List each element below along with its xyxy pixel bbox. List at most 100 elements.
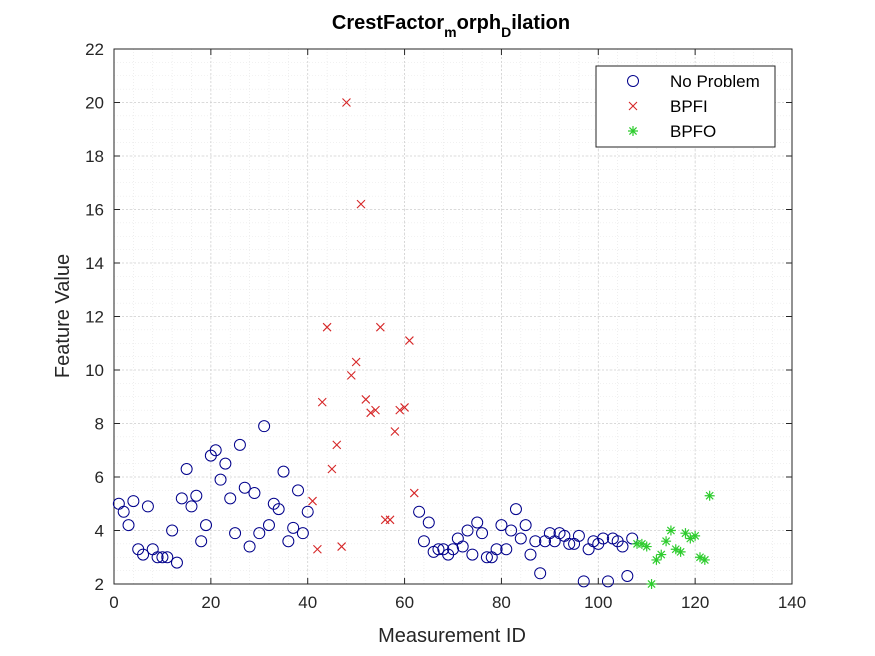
data-point — [422, 516, 435, 529]
y-tick-label: 22 — [85, 40, 104, 59]
data-point — [287, 521, 300, 534]
data-point — [651, 554, 662, 565]
data-point — [661, 536, 672, 547]
data-point — [694, 552, 705, 563]
data-point — [417, 535, 430, 548]
series-x — [308, 98, 419, 554]
y-tick-label: 14 — [85, 254, 104, 273]
data-point — [670, 544, 681, 555]
title-subscript: m — [444, 24, 456, 40]
data-point — [366, 408, 376, 418]
data-point — [641, 541, 652, 552]
x-tick-label: 140 — [778, 593, 806, 612]
y-tick-label: 16 — [85, 201, 104, 220]
y-tick-label: 2 — [95, 575, 104, 594]
data-point — [471, 516, 484, 529]
data-point — [621, 569, 634, 582]
legend-label: No Problem — [670, 72, 760, 91]
data-point — [180, 462, 193, 475]
data-point — [390, 427, 400, 436]
data-point — [375, 322, 385, 332]
data-point — [656, 549, 667, 560]
data-point — [597, 532, 610, 545]
y-tick-label: 6 — [95, 468, 104, 487]
data-point — [371, 405, 380, 415]
data-point — [646, 579, 657, 589]
data-point — [665, 525, 676, 536]
data-point — [699, 554, 710, 565]
legend-marker — [628, 126, 638, 136]
title-part: CrestFactor — [332, 12, 444, 34]
x-tick-label: 80 — [492, 593, 511, 612]
data-point — [272, 503, 285, 516]
data-points — [112, 98, 715, 589]
x-tick-label: 100 — [584, 593, 612, 612]
data-point — [616, 540, 629, 553]
legend-label: BPFI — [670, 97, 708, 116]
data-point — [337, 542, 347, 551]
axes: 0 20 40 60 80 100 120 140 2 4 6 8 10 12 14 16 18 20 22 — [85, 40, 806, 612]
data-point — [447, 543, 459, 556]
data-point — [117, 505, 130, 518]
data-point — [361, 395, 371, 404]
title-part: ilation — [511, 12, 570, 34]
data-point — [524, 548, 537, 561]
data-point — [214, 473, 227, 486]
data-point — [413, 505, 426, 518]
title-part: orph — [457, 12, 501, 34]
data-point — [400, 403, 409, 412]
data-point — [461, 524, 474, 537]
data-point — [161, 551, 174, 564]
data-point — [466, 548, 479, 561]
data-point — [175, 492, 188, 505]
data-point — [248, 487, 261, 500]
data-point — [395, 405, 405, 415]
data-point — [292, 484, 305, 497]
data-point — [356, 199, 366, 209]
data-point — [190, 489, 203, 502]
y-tick-label: 12 — [85, 308, 104, 327]
data-point — [195, 535, 208, 548]
data-point — [601, 575, 614, 588]
data-point — [313, 544, 322, 554]
data-point — [127, 495, 140, 508]
data-point — [282, 535, 295, 548]
legend-label: BPFO — [670, 122, 716, 141]
x-tick-label: 60 — [395, 593, 414, 612]
data-point — [156, 551, 169, 564]
y-tick-label: 8 — [95, 415, 104, 434]
title-subscript: D — [501, 24, 511, 40]
data-point — [137, 548, 150, 561]
data-point — [680, 528, 691, 539]
series-circle — [112, 420, 639, 588]
legend-marker — [627, 75, 639, 87]
data-point — [432, 543, 445, 556]
data-point — [166, 524, 179, 537]
series-star — [632, 490, 715, 589]
data-point — [500, 543, 513, 556]
data-point — [534, 567, 547, 580]
legend-box — [595, 65, 776, 148]
data-point — [346, 370, 356, 380]
x-tick-label: 40 — [298, 593, 317, 612]
data-point — [253, 527, 266, 540]
data-point — [209, 444, 222, 457]
data-point — [636, 538, 647, 549]
data-point — [563, 537, 576, 550]
data-point — [308, 496, 317, 506]
y-tick-label: 18 — [85, 147, 104, 166]
y-axis-label: Feature Value — [52, 254, 74, 378]
data-point — [243, 540, 256, 553]
grid-lines — [113, 48, 793, 585]
data-point — [351, 357, 361, 367]
data-point — [690, 530, 701, 541]
data-point — [219, 457, 232, 470]
data-point — [490, 543, 503, 556]
data-point — [572, 529, 585, 542]
data-point — [233, 438, 246, 451]
data-point — [342, 98, 351, 107]
data-point — [476, 527, 489, 540]
legend: No Problem BPFI BPFO — [595, 65, 776, 148]
